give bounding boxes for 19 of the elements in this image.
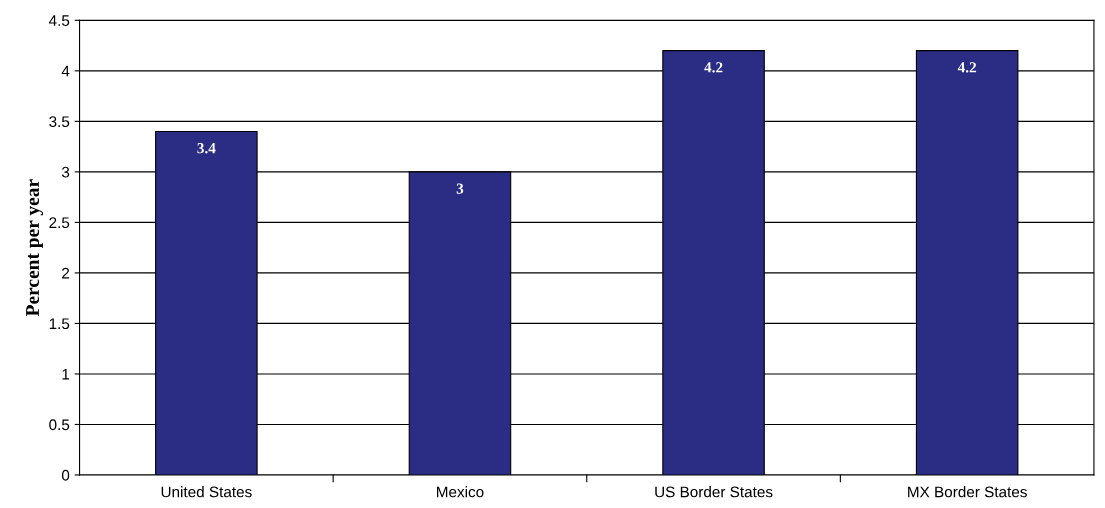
data-label: 3 [456, 183, 464, 194]
y-tick-label: 4 [61, 65, 70, 77]
y-tick-label: 3 [61, 166, 70, 178]
x-tick-label: United States [161, 486, 252, 498]
x-tick-label: US Border States [655, 486, 773, 498]
y-tick-label: 2.5 [49, 217, 70, 229]
y-tick-label: 3.5 [49, 116, 70, 128]
y-tick-label: 1.5 [49, 318, 70, 330]
y-axis-title: Percent per year [26, 179, 44, 317]
data-label: 4.2 [704, 62, 723, 73]
y-tick-label: 0 [61, 469, 70, 481]
x-tick-label: MX Border States [908, 486, 1027, 498]
y-tick-label: 1 [62, 368, 70, 380]
y-tick-label: 0.5 [49, 419, 70, 431]
x-tick-label: Mexico [437, 486, 484, 498]
y-tick-label: 4.5 [48, 15, 70, 27]
data-label: 3.4 [197, 143, 216, 154]
data-label: 4.2 [957, 62, 977, 73]
y-tick-label: 2 [62, 267, 70, 279]
